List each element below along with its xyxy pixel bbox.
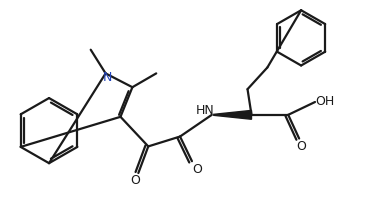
Text: O: O: [131, 174, 140, 187]
Text: HN: HN: [195, 104, 214, 117]
Text: O: O: [296, 139, 306, 152]
Text: OH: OH: [315, 94, 334, 107]
Text: O: O: [192, 162, 202, 175]
Polygon shape: [214, 111, 252, 120]
Text: N: N: [103, 70, 112, 83]
